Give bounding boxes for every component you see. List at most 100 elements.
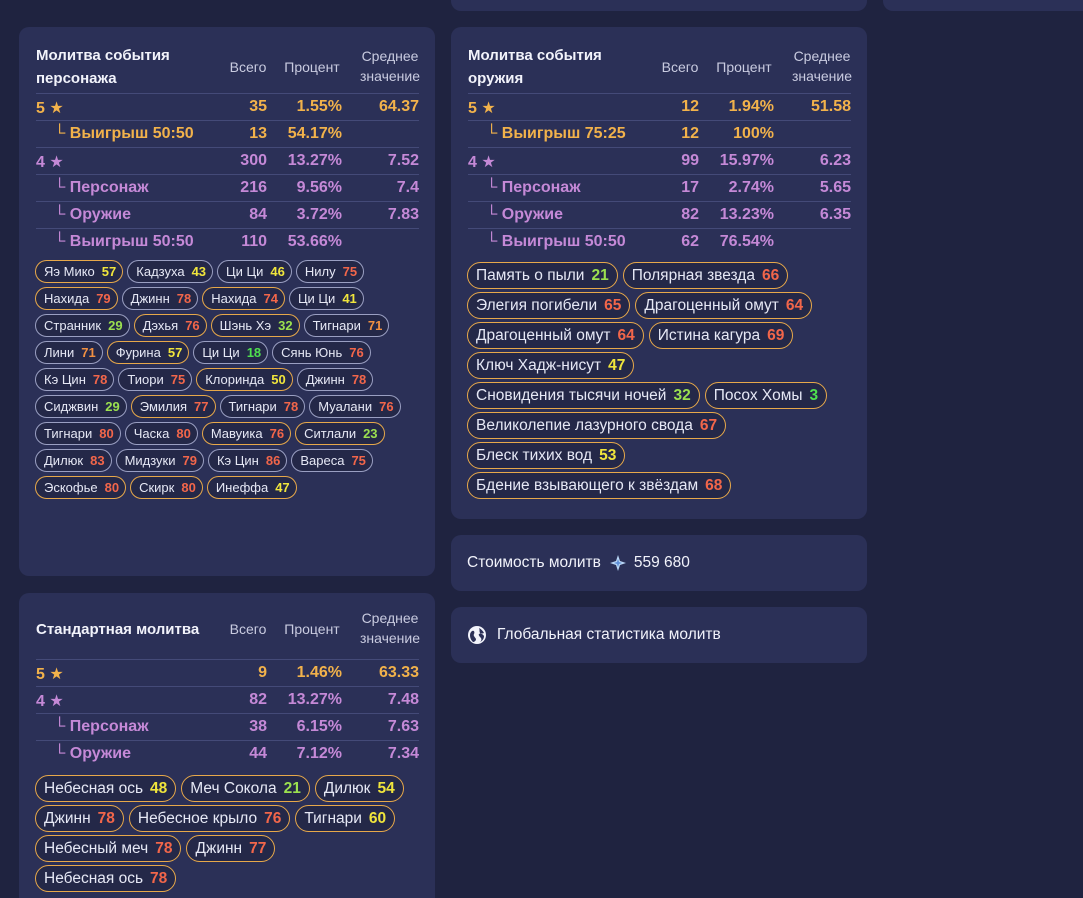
pull-pill[interactable]: Сянь Юнь 76 (272, 341, 371, 364)
pull-pill[interactable]: Вареса 75 (291, 449, 373, 472)
pull-pill[interactable]: Джинн 78 (35, 805, 124, 832)
pull-pill[interactable]: Странник 29 (35, 314, 130, 337)
pull-pill[interactable]: Джинн 78 (121, 287, 199, 310)
stat-percent: 2.74% (728, 179, 774, 196)
banner-title: Стандартная молитва (36, 621, 200, 638)
pull-pill[interactable]: Ци Ци 46 (217, 260, 292, 283)
col-total-header: Всего (229, 59, 267, 75)
stat-label: └ Выигрыш 50:50 (486, 233, 626, 250)
stat-label: └ Выигрыш 75:25 (486, 125, 626, 142)
pull-pill[interactable]: Сиджвин 29 (35, 395, 127, 418)
pull-name: Сиджвин (44, 399, 99, 414)
pull-name: Нахида (211, 291, 257, 306)
pull-count: 78 (155, 839, 173, 857)
pull-pill[interactable]: Эмилия 77 (130, 395, 216, 418)
pull-name: Муалани (318, 399, 373, 414)
pull-count: 76 (269, 426, 285, 441)
stat-percent: 13.23% (719, 206, 774, 223)
pull-name: Джинн (44, 809, 91, 827)
pull-pill[interactable]: Истина кагура 69 (648, 322, 794, 349)
pull-pill[interactable]: Часка 80 (124, 422, 198, 445)
pull-pill[interactable]: Кэ Цин 86 (207, 449, 288, 472)
pull-pill[interactable]: Элегия погибели 65 (467, 292, 631, 319)
stat-label: └ Персонаж (486, 179, 581, 196)
pull-pill[interactable]: Ситлали 23 (295, 422, 385, 445)
stat-label: 4 ★ (468, 154, 496, 171)
pull-count: 80 (99, 426, 114, 441)
pull-count: 71 (367, 318, 383, 333)
pull-pill[interactable]: Память о пыли 21 (467, 262, 618, 289)
pull-pill[interactable]: Посох Хомы 3 (704, 382, 828, 409)
pull-name: Ци Ци (297, 291, 336, 306)
pull-name: Часка (133, 426, 170, 441)
character-banner-card: Молитва события персонажа Всего Процент … (19, 27, 435, 576)
pull-name: Эскофье (44, 480, 98, 495)
pull-count: 76 (379, 399, 394, 414)
pull-pill[interactable]: Муалани 76 (309, 395, 401, 418)
pull-pill[interactable]: Небесное крыло 76 (128, 805, 291, 832)
pull-name: Кадзуха (136, 264, 185, 279)
pull-name: Дилюк (44, 453, 84, 468)
pull-pill[interactable]: Дилюк 83 (35, 449, 112, 472)
pull-pill[interactable]: Небесная ось 78 (35, 865, 177, 892)
pull-name: Небесный меч (44, 839, 149, 857)
stat-label: └ Персонаж (54, 718, 149, 735)
stat-row: └ Оружие 82 13.23% 6.35 (468, 201, 851, 228)
pull-pill[interactable]: Ци Ци 18 (193, 341, 269, 364)
pull-pill[interactable]: Нахида 74 (202, 287, 285, 310)
col-avg-header: Среднее значение (791, 48, 853, 84)
stat-label: 5 ★ (36, 666, 64, 683)
global-stats-link[interactable]: Глобальная статистика молитв (451, 607, 867, 663)
pull-name: Истина кагура (657, 326, 761, 344)
pull-pill[interactable]: Фурина 57 (106, 341, 190, 364)
pull-pill[interactable]: Мавуика 76 (201, 422, 292, 445)
stat-avg: 5.65 (819, 179, 851, 196)
pull-pill[interactable]: Блеск тихих вод 53 (467, 442, 626, 469)
pull-pill[interactable]: Эскофье 80 (35, 476, 127, 499)
pull-pill[interactable]: Тигнари 78 (219, 395, 306, 418)
pull-pill[interactable]: Нахида 79 (35, 287, 118, 310)
pull-pill[interactable]: Инеффа 47 (206, 476, 297, 499)
pull-pill[interactable]: Небесная ось 48 (35, 775, 177, 802)
pull-pill[interactable]: Дэхья 76 (133, 314, 207, 337)
pull-pill[interactable]: Ключ Хадж-нисут 47 (467, 352, 635, 379)
pull-name: Яэ Мико (44, 264, 95, 279)
pull-pill[interactable]: Сновидения тысячи ночей 32 (467, 382, 700, 409)
pull-count: 43 (191, 264, 207, 279)
pull-count: 50 (271, 372, 286, 387)
pull-pill[interactable]: Клоринда 50 (196, 368, 293, 391)
pull-pill[interactable]: Тигнари 60 (295, 805, 396, 832)
pull-pill[interactable]: Лини 71 (35, 341, 103, 364)
pull-pill[interactable]: Великолепие лазурного свода 67 (467, 412, 727, 439)
pull-pill[interactable]: Тигнари 80 (35, 422, 121, 445)
pull-pill[interactable]: Нилу 75 (295, 260, 365, 283)
pull-pill[interactable]: Мидзуки 79 (115, 449, 204, 472)
stat-avg: 7.48 (387, 691, 419, 708)
pull-name: Тигнари (304, 809, 362, 827)
pull-pill[interactable]: Джинн 78 (296, 368, 374, 391)
pull-pill[interactable]: Драгоценный омут 64 (635, 292, 813, 319)
pull-pill[interactable]: Кэ Цин 78 (35, 368, 115, 391)
pull-pill[interactable]: Меч Сокола 21 (181, 775, 310, 802)
pull-count: 68 (705, 476, 723, 494)
pull-count: 65 (604, 296, 622, 314)
pull-pill[interactable]: Драгоценный омут 64 (467, 322, 644, 349)
pull-pill[interactable]: Ци Ци 41 (288, 287, 364, 310)
pull-pill[interactable]: Небесный меч 78 (35, 835, 182, 862)
pull-pill[interactable]: Шэнь Хэ 32 (210, 314, 300, 337)
pull-pill[interactable]: Тигнари 71 (303, 314, 390, 337)
pull-pill[interactable]: Джинн 77 (186, 835, 276, 862)
pull-count: 78 (351, 372, 367, 387)
pull-pill[interactable]: Тиори 75 (118, 368, 193, 391)
pull-pill[interactable]: Полярная звезда 66 (622, 262, 789, 289)
pull-name: Бдение взывающего к звёздам (476, 476, 699, 494)
pull-pill[interactable]: Скирк 80 (130, 476, 203, 499)
pull-pill[interactable]: Яэ Мико 57 (35, 260, 124, 283)
pull-pill[interactable]: Дилюк 54 (314, 775, 404, 802)
pull-count: 80 (104, 480, 120, 495)
stat-row: └ Выигрыш 75:25 12 100% (468, 120, 851, 147)
pull-count: 3 (809, 386, 819, 404)
pull-pill[interactable]: Кадзуха 43 (127, 260, 214, 283)
pull-count: 75 (170, 372, 186, 387)
pull-pill[interactable]: Бдение взывающего к звёздам 68 (467, 472, 732, 499)
